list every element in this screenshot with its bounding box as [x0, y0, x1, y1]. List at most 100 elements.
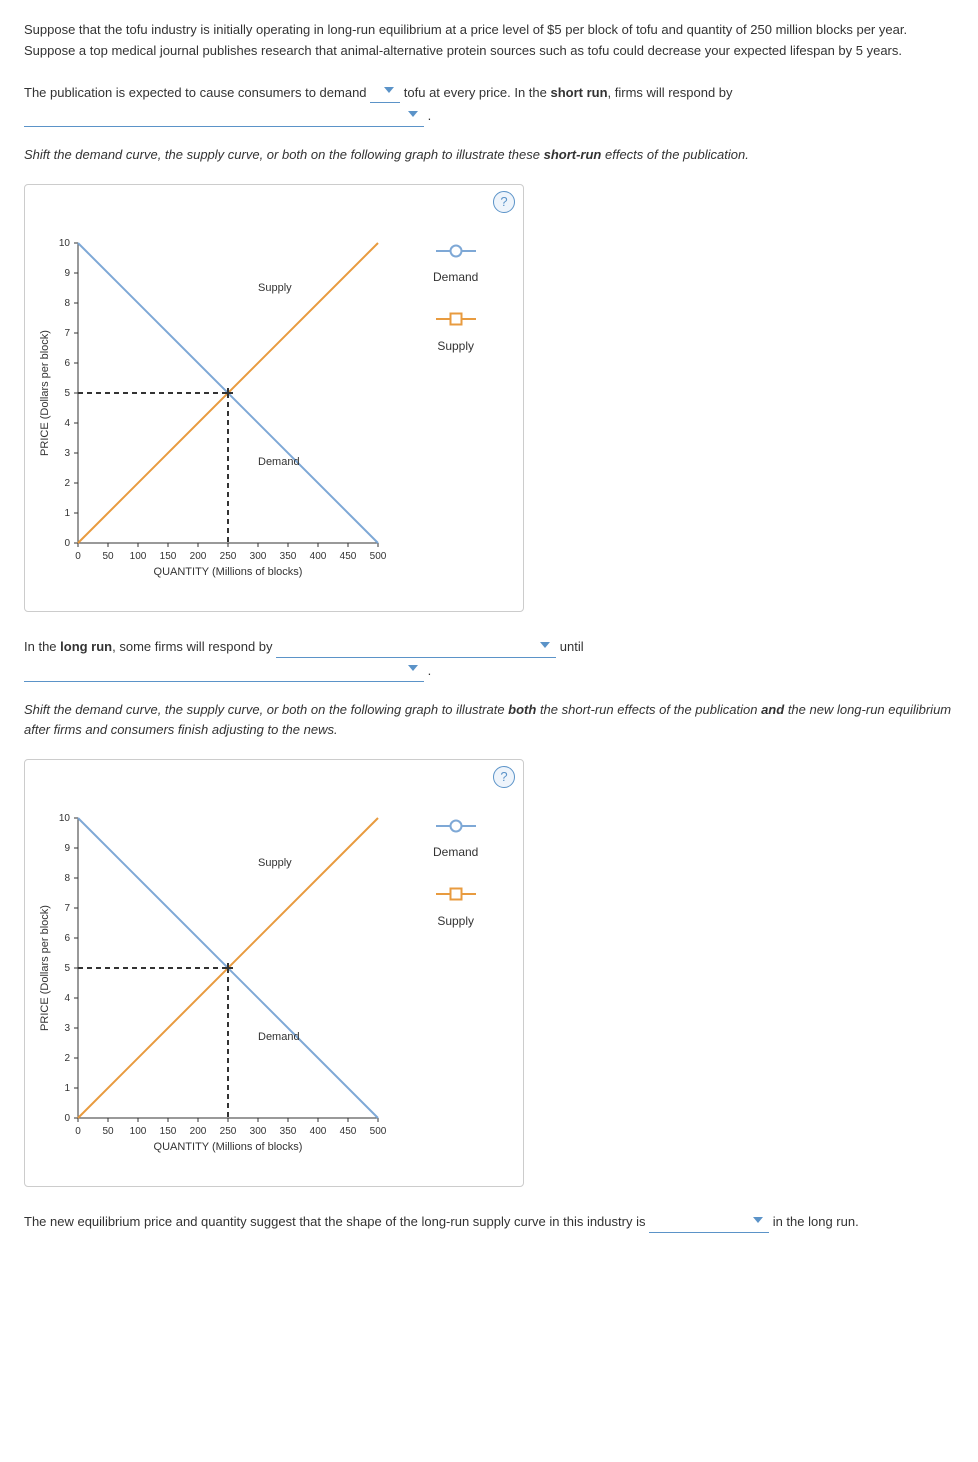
svg-text:1: 1 [64, 1083, 70, 1094]
legend-label: Demand [433, 843, 478, 862]
bold: and [761, 702, 784, 717]
svg-text:200: 200 [190, 1126, 207, 1137]
svg-text:1: 1 [64, 508, 70, 519]
text: tofu at every price. In the [404, 85, 551, 100]
svg-text:PRICE (Dollars per block): PRICE (Dollars per block) [39, 905, 51, 1031]
svg-text:350: 350 [280, 1126, 297, 1137]
svg-text:5: 5 [64, 388, 70, 399]
caret-icon [540, 642, 550, 648]
graph-body: 1234567891000501001502002503003504004505… [33, 808, 515, 1178]
svg-text:400: 400 [310, 1126, 327, 1137]
svg-text:6: 6 [64, 358, 70, 369]
svg-text:2: 2 [64, 478, 70, 489]
text: In the [24, 639, 60, 654]
svg-text:150: 150 [160, 551, 177, 562]
svg-text:7: 7 [64, 328, 70, 339]
text: The new equilibrium price and quantity s… [24, 1214, 649, 1229]
text: Shift the demand curve, the supply curve… [24, 147, 544, 162]
graph-panel-long-run: ? 12345678910005010015020025030035040045… [24, 759, 524, 1187]
svg-text:Supply: Supply [258, 282, 292, 294]
text: Shift the demand curve, the supply curve… [24, 702, 508, 717]
short-run-bold: short run [550, 85, 607, 100]
dropdown-until-condition[interactable] [24, 658, 424, 682]
svg-text:300: 300 [250, 551, 267, 562]
svg-text:350: 350 [280, 551, 297, 562]
svg-text:450: 450 [340, 1126, 357, 1137]
text: the short-run effects of the publication [536, 702, 761, 717]
svg-text:4: 4 [64, 993, 70, 1004]
svg-text:10: 10 [59, 813, 71, 824]
svg-text:5: 5 [64, 963, 70, 974]
svg-text:8: 8 [64, 873, 70, 884]
legend-demand[interactable]: Demand [433, 241, 478, 287]
dropdown-demand-direction[interactable] [370, 80, 400, 104]
dropdown-firm-response-long-run[interactable] [276, 634, 556, 658]
svg-text:0: 0 [64, 538, 70, 549]
bold: short-run [544, 147, 602, 162]
sentence-short-run: The publication is expected to cause con… [24, 80, 954, 128]
text: , firms will respond by [608, 85, 733, 100]
svg-text:Demand: Demand [258, 1031, 300, 1043]
caret-icon [384, 87, 394, 93]
text: effects of the publication. [601, 147, 748, 162]
svg-text:10: 10 [59, 238, 71, 249]
help-button[interactable]: ? [493, 191, 515, 213]
text: , some firms will respond by [112, 639, 276, 654]
svg-text:0: 0 [64, 1113, 70, 1124]
text: . [428, 108, 432, 123]
svg-text:0: 0 [75, 1126, 81, 1137]
svg-text:3: 3 [64, 1023, 70, 1034]
bold: both [508, 702, 536, 717]
legend: Demand Supply [433, 233, 478, 378]
svg-text:150: 150 [160, 1126, 177, 1137]
legend: Demand Supply [433, 808, 478, 953]
legend-supply[interactable]: Supply [433, 885, 478, 931]
svg-text:250: 250 [220, 1126, 237, 1137]
svg-text:200: 200 [190, 551, 207, 562]
svg-text:6: 6 [64, 933, 70, 944]
svg-text:50: 50 [102, 551, 114, 562]
svg-text:250: 250 [220, 551, 237, 562]
supply-line-icon [436, 318, 476, 320]
svg-text:PRICE (Dollars per block): PRICE (Dollars per block) [39, 330, 51, 456]
legend-demand[interactable]: Demand [433, 816, 478, 862]
long-run-bold: long run [60, 639, 112, 654]
help-button[interactable]: ? [493, 766, 515, 788]
svg-text:100: 100 [130, 1126, 147, 1137]
legend-label: Demand [433, 268, 478, 287]
legend-label: Supply [433, 912, 478, 931]
svg-text:Demand: Demand [258, 456, 300, 468]
svg-text:500: 500 [370, 1126, 387, 1137]
legend-label: Supply [433, 337, 478, 356]
svg-text:9: 9 [64, 843, 70, 854]
svg-text:400: 400 [310, 551, 327, 562]
caret-icon [408, 665, 418, 671]
svg-text:100: 100 [130, 551, 147, 562]
text: The publication is expected to cause con… [24, 85, 370, 100]
svg-text:8: 8 [64, 298, 70, 309]
svg-text:7: 7 [64, 903, 70, 914]
legend-supply[interactable]: Supply [433, 309, 478, 355]
svg-text:0: 0 [75, 551, 81, 562]
text: . [428, 663, 432, 678]
text: in the long run. [773, 1214, 859, 1229]
dropdown-firm-response-short-run[interactable] [24, 103, 424, 127]
caret-icon [753, 1217, 763, 1223]
graph-panel-short-run: ? 12345678910005010015020025030035040045… [24, 184, 524, 612]
svg-text:QUANTITY (Millions of blocks): QUANTITY (Millions of blocks) [154, 566, 303, 578]
svg-text:9: 9 [64, 268, 70, 279]
dropdown-supply-shape[interactable] [649, 1209, 769, 1233]
svg-text:2: 2 [64, 1053, 70, 1064]
svg-text:450: 450 [340, 551, 357, 562]
chart-long-run[interactable]: 1234567891000501001502002503003504004505… [33, 808, 413, 1178]
svg-text:500: 500 [370, 551, 387, 562]
instruction-short-run: Shift the demand curve, the supply curve… [24, 145, 954, 166]
supply-line-icon [436, 893, 476, 895]
demand-line-icon [436, 825, 476, 827]
svg-text:4: 4 [64, 418, 70, 429]
chart-short-run[interactable]: 1234567891000501001502002503003504004505… [33, 233, 413, 603]
svg-text:3: 3 [64, 448, 70, 459]
svg-text:Supply: Supply [258, 857, 292, 869]
sentence-long-run: In the long run, some firms will respond… [24, 634, 954, 682]
conclusion-sentence: The new equilibrium price and quantity s… [24, 1209, 954, 1233]
